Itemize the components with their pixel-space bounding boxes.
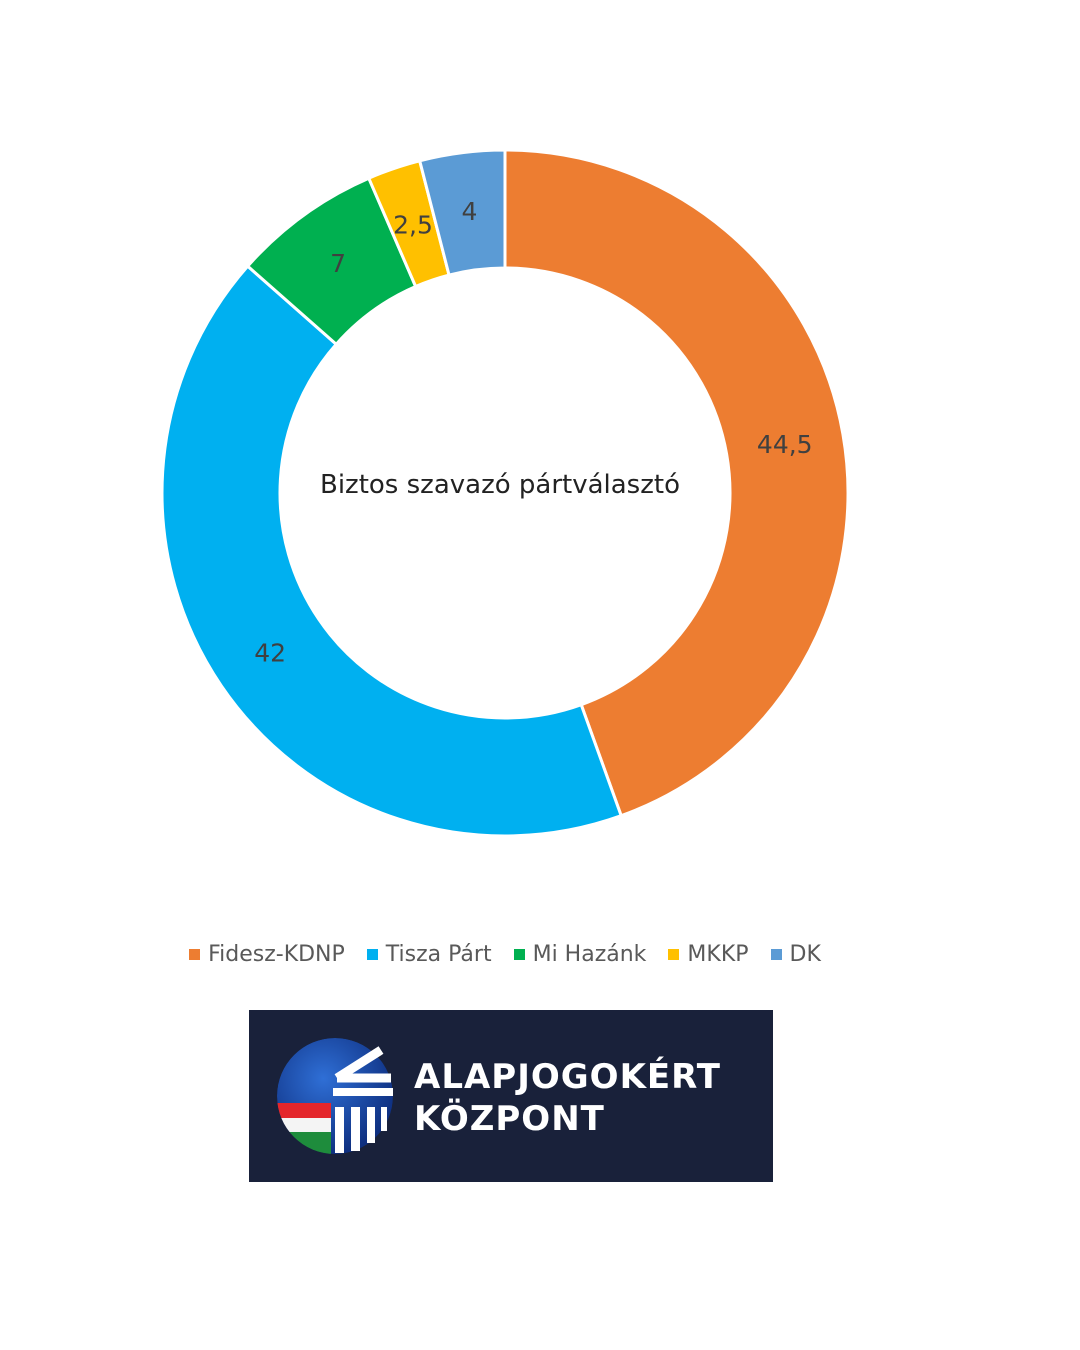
- legend-item: Mi Hazánk: [513, 942, 647, 967]
- data-label: 44,5: [757, 430, 813, 459]
- legend: Fidesz-KDNP Tisza Párt Mi Hazánk MKKP DK: [0, 942, 1010, 967]
- legend-label: MKKP: [687, 942, 749, 967]
- legend-swatch: [189, 949, 201, 960]
- data-label: 4: [461, 197, 477, 226]
- legend-swatch: [366, 949, 378, 960]
- slice-tisza-p-rt: [160, 264, 624, 838]
- legend-swatch: [770, 949, 782, 960]
- donut-chart: 44,5 42 7 2,5 4 Biztos szavazó pártválasztó: [160, 148, 850, 838]
- legend-item: MKKP: [668, 942, 749, 967]
- logo-line1: ALAPJOGOKÉRT: [414, 1057, 721, 1097]
- slice-dk: [417, 148, 507, 277]
- slice-fidesz-kdnp: [503, 148, 850, 818]
- legend-label: Mi Hazánk: [532, 942, 647, 967]
- legend-item: Fidesz-KDNP: [189, 942, 345, 967]
- logo: ALAPJOGOKÉRT KÖZPONT: [249, 1010, 773, 1182]
- legend-label: Tisza Párt: [385, 942, 492, 967]
- logo-line2: KÖZPONT: [414, 1099, 605, 1139]
- data-label: 42: [254, 639, 286, 668]
- legend-item: Tisza Párt: [366, 942, 492, 967]
- logo-emblem-icon: [277, 1038, 393, 1154]
- data-label: 2,5: [393, 210, 433, 239]
- legend-swatch: [668, 949, 680, 960]
- center-label: Biztos szavazó pártválasztó: [320, 470, 680, 500]
- legend-swatch: [513, 949, 525, 960]
- legend-label: Fidesz-KDNP: [208, 942, 345, 967]
- legend-item: DK: [770, 942, 821, 967]
- data-label: 7: [330, 249, 346, 278]
- legend-label: DK: [789, 942, 821, 967]
